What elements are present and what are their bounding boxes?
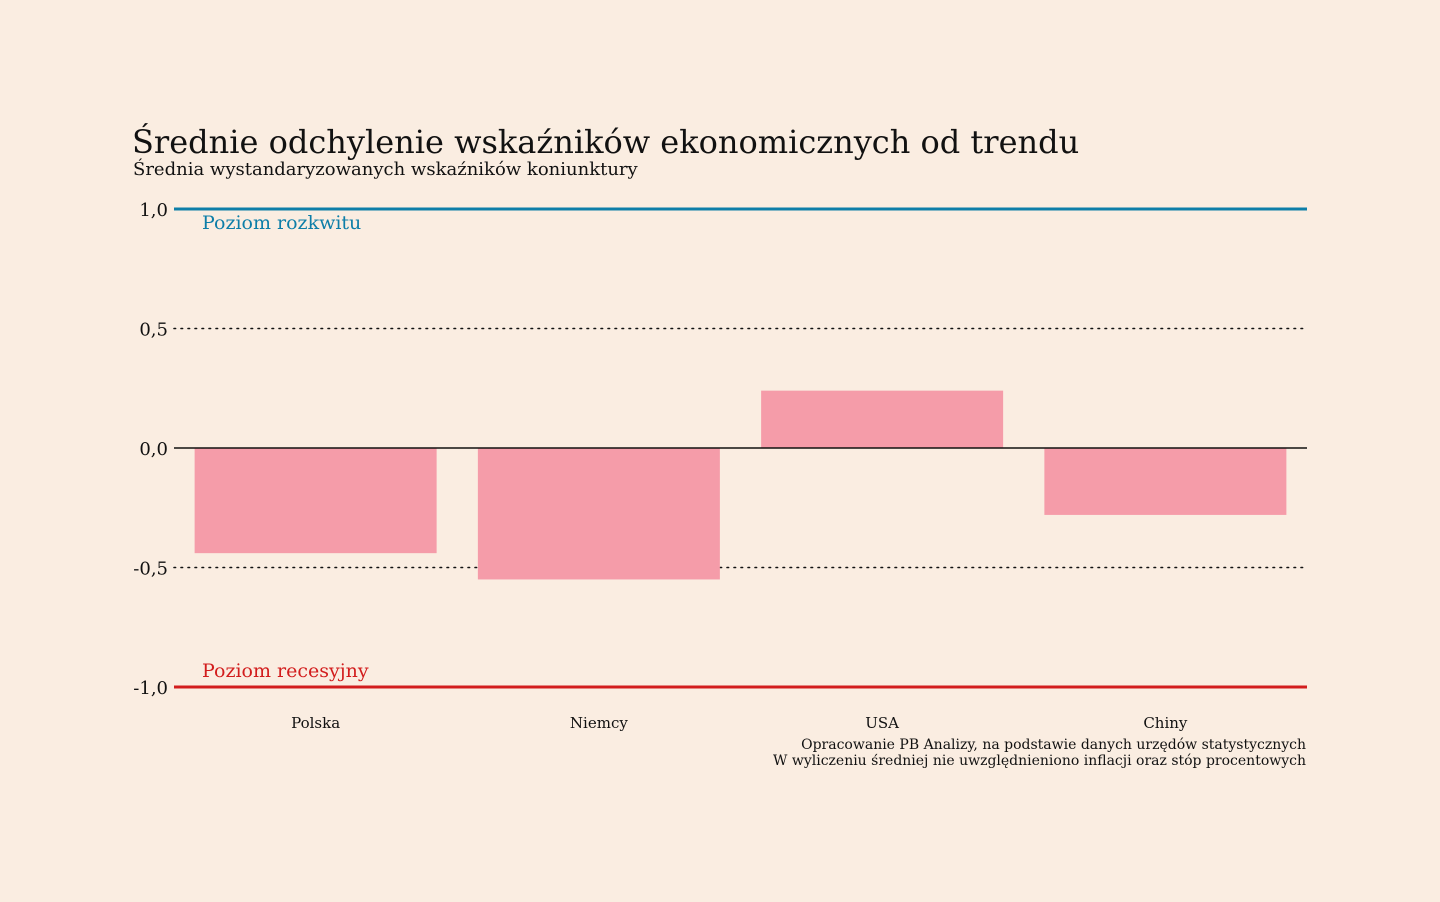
bar — [1044, 448, 1287, 515]
x-tick-label: Niemcy — [570, 714, 628, 732]
y-tick-label: 0,0 — [139, 439, 168, 460]
x-tick-label: USA — [865, 714, 899, 732]
source-note: Opracowanie PB Analizy, na podstawie dan… — [773, 737, 1306, 769]
chart-title: Średnie odchylenie wskaźników ekonomiczn… — [132, 123, 1080, 161]
bar — [761, 390, 1004, 448]
upper-reference-label: Poziom rozkwitu — [202, 212, 361, 234]
x-tick-label: Chiny — [1143, 714, 1188, 732]
source-line-1: Opracowanie PB Analizy, na podstawie dan… — [801, 737, 1306, 753]
bar — [194, 448, 437, 554]
chart-subtitle: Średnia wystandaryzowanych wskaźników ko… — [133, 159, 638, 180]
lower-reference-label: Poziom recesyjny — [202, 660, 369, 682]
y-tick-label: 0,5 — [139, 320, 168, 341]
x-tick-label: Polska — [291, 714, 340, 732]
y-tick-label: 1,0 — [139, 200, 168, 221]
bar — [477, 448, 720, 580]
source-line-2: W wyliczeniu średniej nie uwzględnienion… — [773, 753, 1306, 769]
y-tick-label: -0,5 — [133, 559, 168, 580]
y-tick-label: -1,0 — [133, 678, 168, 699]
